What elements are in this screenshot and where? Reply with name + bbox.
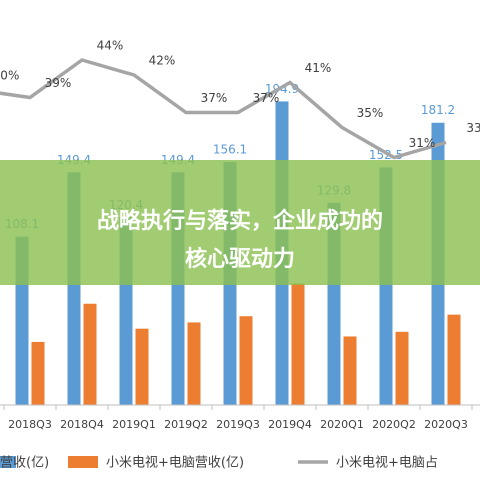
x-tick-label: 2019Q1 [112,418,156,431]
x-tick-label: 2018Q3 [8,418,52,431]
bar-value-label: 156.1 [213,142,247,156]
bar [395,331,409,405]
bar [291,283,305,405]
line-value-label: 39% [45,76,72,90]
x-tick-label: 2020Q1 [320,418,364,431]
legend-swatch [68,456,98,468]
line-value-label: 35% [357,106,384,120]
x-tick-label: 2020Q2 [372,418,416,431]
bar [343,336,357,405]
x-tick-label: 2019Q3 [216,418,260,431]
line-value-label: 37% [201,91,228,105]
bar [83,303,97,405]
bar-value-label: 181.2 [421,103,455,117]
overlay: 战略执行与落实，企业成功的 核心驱动力 [0,160,480,285]
x-tick-label: 2019Q2 [164,418,208,431]
bar [31,341,45,405]
bar [447,314,461,405]
banner-line: 核心驱动力 [185,246,295,272]
line-value-label: 42% [149,54,176,68]
line-value-label: 33 [466,121,480,135]
bar [239,316,253,405]
legend-label: 小米电视+电脑营收(亿) [106,456,244,471]
bar [135,328,149,405]
x-tick-label: 2018Q4 [60,418,104,431]
legend-label: 小米电视+电脑占 [336,456,438,471]
line-value-label: 44% [97,39,124,53]
x-tick-label: 2020Q3 [424,418,468,431]
x-tick-label: 2019Q4 [268,418,312,431]
banner-line: 战略执行与落实，企业成功的 [97,208,383,234]
line-value-label: 31% [409,136,436,150]
line-value-label: 40% [0,69,19,83]
legend-swatch [0,456,16,468]
legend-label: 营收(亿) [0,456,49,471]
banner [0,160,480,285]
line-value-label: 41% [305,61,332,75]
bar [187,322,201,405]
line [0,58,447,160]
line-value-label: 37% [253,91,280,105]
